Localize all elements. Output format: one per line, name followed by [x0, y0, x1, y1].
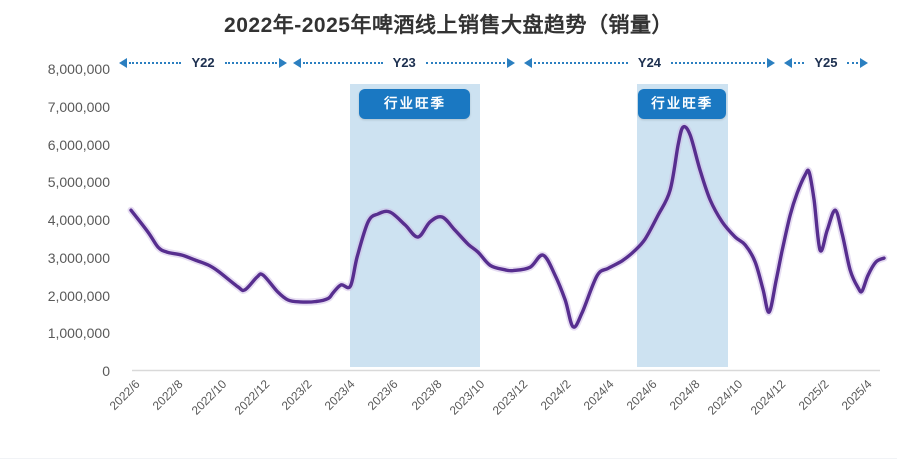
dotted-line [224, 61, 277, 64]
y-axis-label: 5,000,000 [47, 174, 110, 191]
arrowhead-left-icon [783, 57, 792, 68]
dotted-line [425, 61, 506, 64]
y-axis-label: 3,000,000 [47, 249, 110, 266]
y-axis-label: 0 [102, 363, 110, 379]
year-arrow: Y22 [119, 56, 287, 69]
arrowhead-right-icon [767, 57, 776, 68]
dotted-line [793, 61, 805, 64]
dotted-line [847, 61, 858, 64]
arrowhead-right-icon [507, 57, 516, 68]
y-axis-label: 8,000,000 [47, 61, 110, 77]
y-axis-label: 1,000,000 [47, 325, 110, 342]
dotted-line [129, 61, 182, 64]
year-arrow-label: Y22 [191, 55, 215, 70]
year-arrow-label: Y25 [814, 55, 838, 70]
peak-season-badge: 行业旺季 [359, 89, 471, 119]
bottom-divider [0, 458, 897, 459]
y-axis-label: 2,000,000 [47, 287, 110, 304]
arrowhead-right-icon [278, 57, 287, 68]
dotted-line [671, 61, 766, 64]
year-arrow: Y23 [293, 55, 516, 70]
y-axis-label: 6,000,000 [47, 136, 110, 153]
y-axis-label: 4,000,000 [47, 212, 110, 228]
arrowhead-left-icon [523, 57, 532, 68]
arrowhead-left-icon [119, 57, 128, 68]
year-arrow-label: Y24 [637, 55, 662, 70]
dotted-line [303, 61, 383, 64]
y-axis-label: 7,000,000 [47, 98, 110, 115]
chart-title: 2022年-2025年啤酒线上销售大盘趋势（销量） [224, 14, 673, 37]
peak-season-badge: 行业旺季 [638, 89, 727, 119]
year-arrow-label: Y23 [392, 55, 416, 70]
year-arrow: Y25 [783, 55, 868, 70]
arrowhead-right-icon [859, 57, 868, 68]
arrowhead-left-icon [293, 57, 302, 68]
year-arrow: Y24 [523, 55, 776, 70]
dotted-line [533, 61, 628, 64]
